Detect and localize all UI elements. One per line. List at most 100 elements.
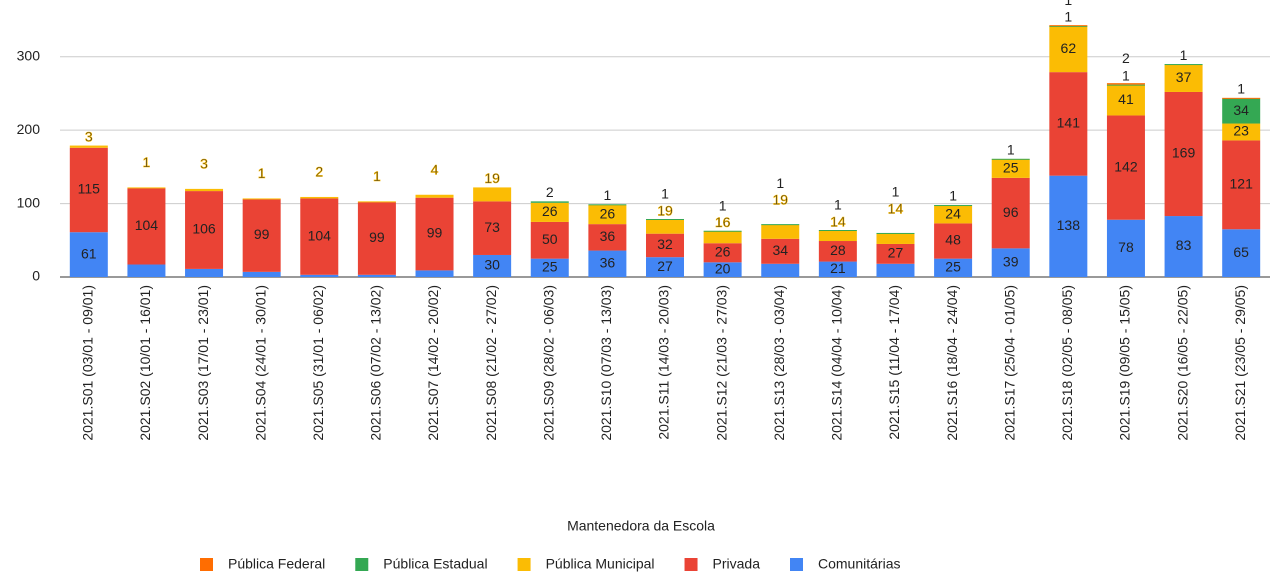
data-label: 26: [715, 243, 731, 259]
bar-segment: [300, 198, 339, 275]
bar-segment: [473, 201, 512, 255]
x-tick-label: 2021.S16 (18/04 - 24/04): [944, 285, 960, 441]
bar-segment: [415, 270, 454, 277]
data-label: 2: [1122, 50, 1130, 66]
data-label: 2: [315, 164, 323, 180]
bar-segment: [185, 268, 224, 277]
bar-segment: [1222, 123, 1261, 141]
bar-segment: [876, 243, 915, 264]
bar-segment: [530, 202, 569, 222]
bar-segment: [300, 274, 339, 277]
data-label: 19: [484, 170, 500, 186]
bar-segment: [1106, 84, 1145, 86]
bar-segment: [357, 201, 396, 203]
bar-segment: [1049, 25, 1088, 27]
bar-segment: [1164, 91, 1203, 217]
data-label: 19: [772, 192, 788, 208]
bar-segment: [991, 248, 1030, 277]
data-label: 21: [830, 260, 846, 276]
data-label: 39: [1003, 253, 1019, 269]
data-label: 83: [1176, 237, 1192, 253]
data-label: 1: [373, 168, 381, 184]
data-label: 23: [1233, 123, 1249, 139]
data-label: 50: [542, 231, 558, 247]
data-label: 34: [772, 242, 788, 258]
bar-segment: [1222, 229, 1261, 277]
bar-segment: [242, 271, 281, 277]
bar-segment: [703, 262, 742, 277]
data-label: 1: [1064, 9, 1072, 25]
bar-segment: [242, 199, 281, 272]
data-label: 14: [888, 200, 904, 216]
bar-segment: [1049, 26, 1088, 73]
legend-swatch: [684, 558, 698, 571]
data-label: 1: [143, 154, 151, 170]
bar-segment: [876, 263, 915, 277]
x-tick-label: 2021.S13 (28/03 - 03/04): [771, 285, 787, 441]
data-label: 1: [1122, 67, 1130, 83]
legend-label: Comunitárias: [818, 556, 900, 572]
bar-segment: [934, 205, 973, 224]
bar-segment: [530, 221, 569, 259]
bar-segment: [69, 232, 108, 277]
data-label: 30: [484, 257, 500, 273]
legend-swatch: [790, 558, 803, 571]
bar-segment: [818, 230, 857, 242]
x-tick-label: 2021.S03 (17/01 - 23/01): [195, 285, 211, 441]
data-label: 142: [1114, 158, 1138, 174]
data-label: 34: [1233, 102, 1249, 118]
bar-segment: [646, 219, 684, 234]
data-label: 1: [719, 197, 727, 213]
bar-segment: [300, 196, 339, 199]
data-label: 99: [369, 229, 385, 245]
bar-segment: [185, 191, 224, 269]
data-label: 106: [192, 221, 216, 237]
bar-segment: [761, 238, 800, 264]
bar-segment: [1222, 140, 1261, 230]
data-label: 169: [1172, 145, 1196, 161]
bar-segment: [934, 258, 973, 277]
x-tick-label: 2021.S21 (23/05 - 29/05): [1232, 285, 1248, 441]
data-label: 121: [1230, 176, 1254, 192]
bar-segment: [69, 147, 108, 233]
bar-segment: [1164, 64, 1203, 66]
data-label: 36: [600, 254, 616, 270]
data-label: 1: [1180, 47, 1188, 63]
data-label: 1: [834, 197, 842, 213]
x-tick-label: 2021.S12 (21/03 - 27/03): [713, 285, 729, 441]
bar-segment: [242, 198, 281, 200]
x-tick-label: 2021.S01 (03/01 - 09/01): [80, 285, 96, 441]
bar-segment: [1106, 83, 1145, 85]
data-label: 27: [888, 245, 904, 261]
x-tick-label: 2021.S07 (14/02 - 20/02): [425, 285, 441, 441]
x-tick-label: 2021.S04 (24/01 - 30/01): [252, 285, 268, 441]
bar-segment: [588, 224, 627, 251]
data-label: 19: [657, 202, 673, 218]
bar-segment: [473, 254, 512, 277]
data-label: 104: [135, 217, 159, 233]
bar-segment: [69, 145, 108, 148]
data-label: 16: [715, 214, 731, 230]
x-tick-label: 2021.S05 (31/01 - 06/02): [310, 285, 326, 441]
data-label: 26: [600, 205, 616, 221]
data-label: 36: [600, 228, 616, 244]
bar-segment: [646, 218, 684, 220]
data-label: 115: [78, 181, 101, 197]
bar-segment: [1049, 72, 1088, 176]
data-label: 48: [945, 232, 961, 248]
legend-title: Mantenedora da Escola: [567, 518, 715, 534]
bar-segment: [646, 233, 684, 258]
data-label: 26: [542, 203, 558, 219]
data-label: 28: [830, 242, 846, 258]
bar-segment: [876, 232, 915, 234]
x-tick-label: 2021.S10 (07/03 - 13/03): [598, 285, 614, 441]
bar-segment: [1164, 64, 1203, 92]
bar-segment: [588, 204, 627, 206]
bar-segment: [934, 205, 973, 207]
bar-segment: [357, 202, 396, 275]
x-tick-label: 2021.S11 (14/03 - 20/03): [656, 285, 672, 440]
data-label: 1: [1064, 0, 1072, 8]
data-label: 14: [830, 213, 846, 229]
bar-segment: [1222, 98, 1261, 124]
